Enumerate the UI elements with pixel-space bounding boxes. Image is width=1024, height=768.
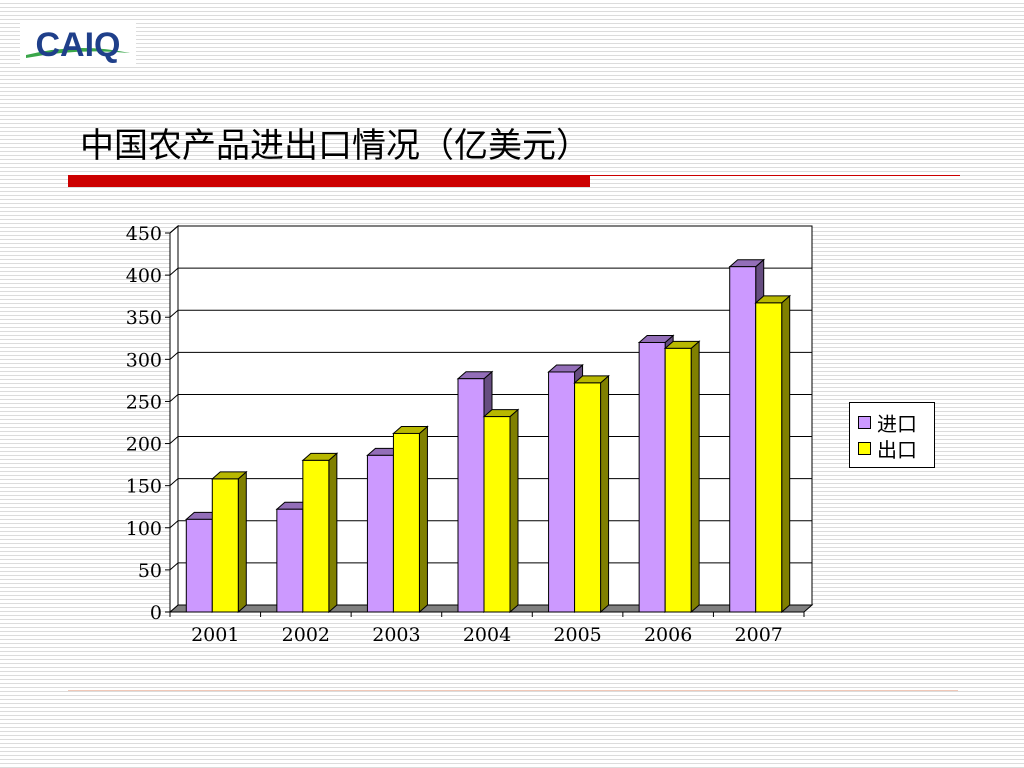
bar-side bbox=[237, 470, 247, 614]
y-tick-label: 100 bbox=[126, 518, 162, 540]
gridline bbox=[169, 351, 812, 360]
bar bbox=[211, 478, 239, 613]
logo-swoosh bbox=[26, 47, 130, 58]
logo-text: CAIQ bbox=[36, 26, 121, 64]
legend-swatch-export bbox=[858, 441, 871, 455]
y-tick-label: 0 bbox=[150, 602, 162, 624]
bar-side bbox=[690, 340, 700, 614]
legend-item-export: 出口 bbox=[850, 435, 934, 462]
chart-legend: 进口 出口 bbox=[849, 402, 935, 468]
x-tick-label: 2003 bbox=[372, 624, 420, 646]
bar-side bbox=[328, 452, 338, 614]
x-tick-label: 2005 bbox=[553, 624, 601, 646]
bar bbox=[302, 459, 330, 613]
bar bbox=[392, 432, 420, 613]
legend-label-import: 进口 bbox=[877, 411, 917, 436]
bar bbox=[366, 454, 394, 613]
bar-side bbox=[600, 374, 610, 614]
bar bbox=[548, 371, 576, 613]
legend-swatch-import bbox=[858, 415, 871, 429]
x-tick-label: 2007 bbox=[735, 624, 783, 646]
y-tick-label: 200 bbox=[126, 434, 162, 456]
gridline bbox=[169, 309, 812, 318]
caiq-logo: CAIQ bbox=[20, 20, 136, 66]
bar bbox=[574, 382, 602, 613]
y-tick-label: 300 bbox=[126, 349, 162, 371]
bar bbox=[729, 266, 757, 613]
footer-divider bbox=[68, 690, 958, 691]
x-tick-label: 2004 bbox=[463, 624, 511, 646]
bar bbox=[483, 416, 511, 613]
bar bbox=[664, 347, 692, 613]
title-underline-line bbox=[590, 175, 960, 176]
y-tick-label: 450 bbox=[126, 223, 162, 245]
bar bbox=[457, 378, 485, 613]
y-tick-label: 50 bbox=[138, 560, 162, 582]
gridline bbox=[169, 267, 812, 276]
y-tick-label: 350 bbox=[126, 307, 162, 329]
plot-side-wall bbox=[169, 224, 179, 614]
bar-side bbox=[509, 408, 519, 614]
page-title: 中国农产品进出口情况（亿美元） bbox=[80, 126, 590, 166]
y-tick-label: 400 bbox=[126, 265, 162, 287]
legend-item-import: 进口 bbox=[850, 409, 934, 436]
x-tick-label: 2006 bbox=[644, 624, 692, 646]
x-tick-label: 2002 bbox=[282, 624, 330, 646]
bar-side bbox=[781, 294, 791, 614]
gridline bbox=[169, 225, 812, 234]
y-tick-label: 250 bbox=[126, 391, 162, 413]
bar-side bbox=[418, 425, 428, 614]
legend-label-export: 出口 bbox=[877, 437, 917, 462]
title-underline-bar bbox=[68, 175, 590, 187]
bar bbox=[276, 508, 304, 613]
bar bbox=[755, 302, 783, 613]
y-tick-label: 150 bbox=[126, 476, 162, 498]
bar bbox=[185, 518, 213, 613]
bar bbox=[638, 341, 666, 613]
x-tick-label: 2001 bbox=[191, 624, 239, 646]
